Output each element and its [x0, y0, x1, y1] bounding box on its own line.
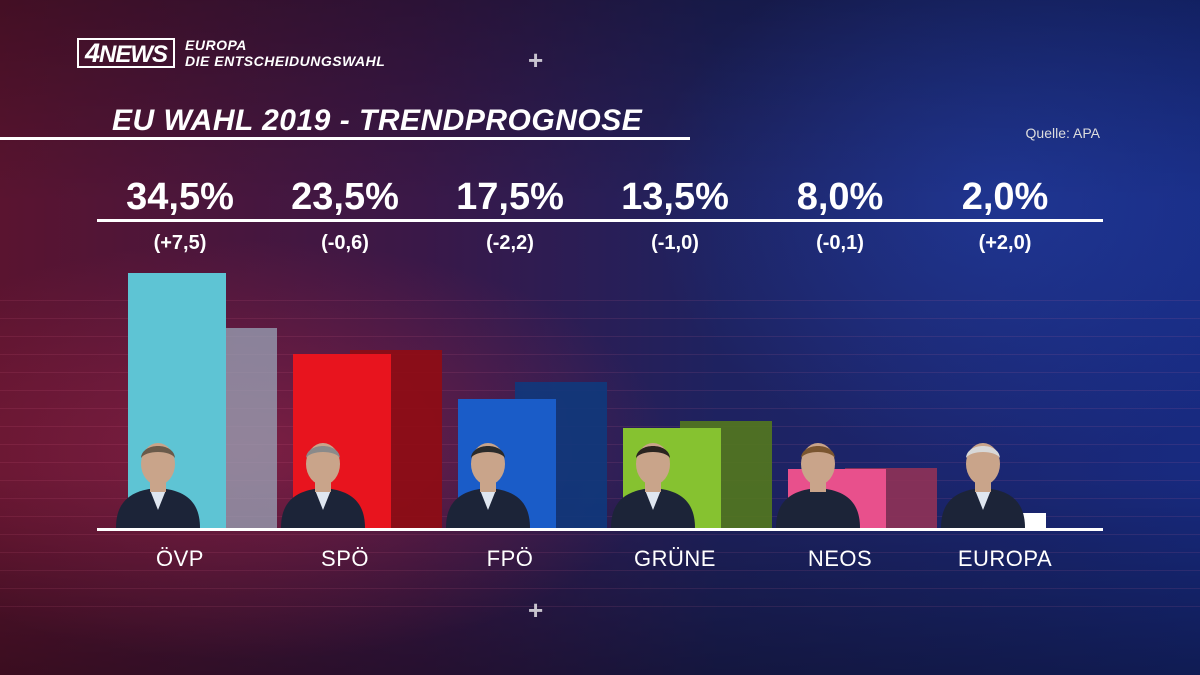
change-label-spoe: (-0,6) — [321, 232, 369, 254]
show-title-line1: EUROPA — [185, 37, 247, 53]
chart-title: EU WAHL 2019 - TRENDPROGNOSE — [112, 104, 643, 137]
candidate-photo-europa — [941, 443, 1025, 528]
change-label-fpoe: (-2,2) — [486, 232, 534, 254]
party-label-fpoe: FPÖ — [486, 546, 534, 571]
plus-icon: + — [528, 45, 544, 75]
show-title-line2: DIE ENTSCHEIDUNGSWAHL — [185, 53, 386, 69]
value-label-gruene: 13,5% — [621, 176, 729, 218]
title-underline — [0, 137, 690, 140]
source-label: Quelle: APA — [1025, 125, 1100, 141]
change-label-gruene: (-1,0) — [651, 232, 699, 254]
value-label-spoe: 23,5% — [291, 176, 399, 218]
change-label-europa: (+2,0) — [978, 232, 1032, 254]
party-label-oevp: ÖVP — [156, 546, 204, 571]
plus-icon: + — [528, 595, 544, 625]
candidate-photo-fpoe — [446, 443, 530, 528]
value-label-europa: 2,0% — [961, 176, 1049, 218]
change-label-oevp: (+7,5) — [153, 232, 207, 254]
candidate-photo-gruene — [611, 443, 695, 528]
party-label-europa: EUROPA — [957, 546, 1053, 571]
bar-current-oevp — [128, 273, 226, 528]
party-label-neos: NEOS — [807, 546, 873, 571]
value-label-oevp: 34,5% — [126, 176, 234, 218]
logo-badge: 4NEWS — [77, 38, 176, 68]
chart-baseline — [97, 528, 1103, 531]
change-label-neos: (-0,1) — [816, 232, 864, 254]
percent-divider — [97, 219, 1103, 222]
candidate-photo-neos — [776, 443, 860, 528]
value-label-fpoe: 17,5% — [456, 176, 564, 218]
logo-word: NEWS — [99, 41, 168, 68]
party-label-gruene: GRÜNE — [634, 546, 716, 571]
logo-number: 4 — [85, 38, 100, 68]
candidate-photo-oevp — [116, 443, 200, 528]
party-label-spoe: SPÖ — [321, 546, 369, 571]
show-title: EUROPA DIE ENTSCHEIDUNGSWAHL — [185, 37, 385, 69]
channel-logo: 4NEWS EUROPA DIE ENTSCHEIDUNGSWAHL — [77, 37, 385, 69]
candidate-photo-spoe — [281, 443, 365, 528]
bar-current-europa — [1020, 513, 1046, 528]
value-label-neos: 8,0% — [796, 176, 884, 218]
